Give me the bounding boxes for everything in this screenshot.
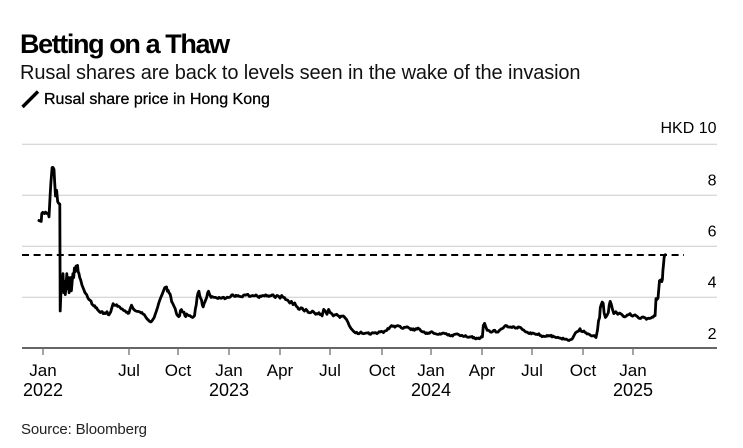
svg-text:HKD 10: HKD 10 [660,120,716,137]
svg-text:Jul: Jul [521,361,543,380]
svg-text:Apr: Apr [267,361,294,380]
svg-text:Apr: Apr [469,361,496,380]
svg-text:Jul: Jul [118,361,140,380]
svg-text:2023: 2023 [209,380,249,400]
svg-text:Jan: Jan [417,361,444,380]
svg-text:Oct: Oct [570,361,597,380]
svg-text:2025: 2025 [613,380,653,400]
svg-text:2022: 2022 [23,380,63,400]
svg-text:Oct: Oct [165,361,192,380]
svg-text:4: 4 [708,275,717,292]
svg-text:Jan: Jan [29,361,56,380]
svg-text:Jan: Jan [619,361,646,380]
svg-text:Jul: Jul [319,361,341,380]
svg-text:8: 8 [708,173,717,190]
svg-text:Oct: Oct [369,361,396,380]
svg-text:2: 2 [708,326,717,343]
svg-text:6: 6 [708,224,717,241]
svg-text:2024: 2024 [411,380,451,400]
svg-text:Jan: Jan [215,361,242,380]
